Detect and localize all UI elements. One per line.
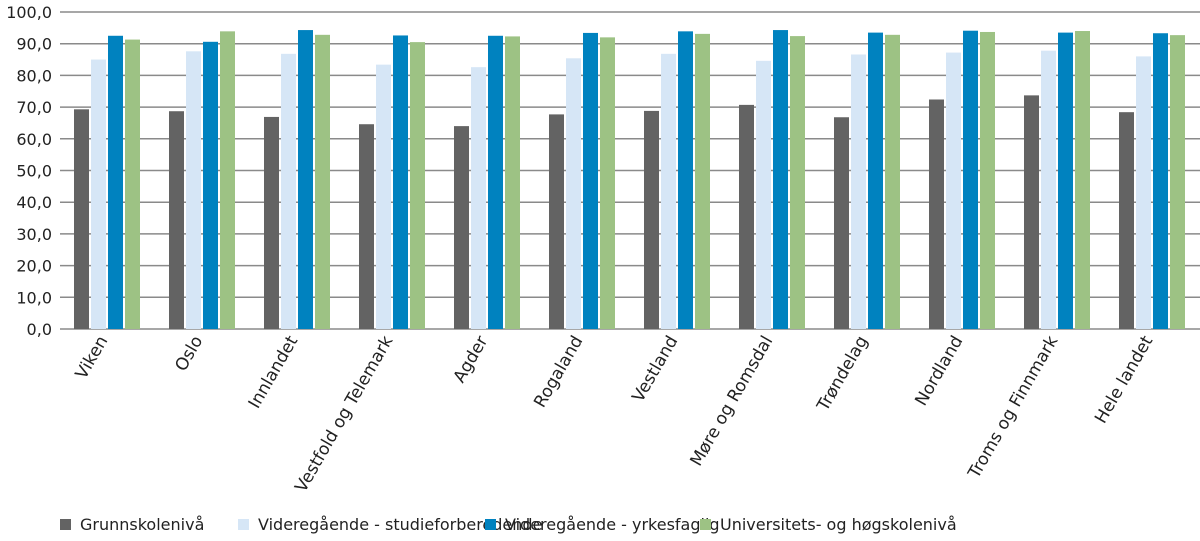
y-tick-label: 80,0	[16, 66, 52, 85]
y-tick-label: 30,0	[16, 225, 52, 244]
y-tick-label: 20,0	[16, 257, 52, 276]
bar	[739, 104, 754, 329]
legend-swatch	[485, 519, 496, 530]
x-tick-label: Hele landet	[1091, 332, 1157, 427]
bar	[1119, 112, 1134, 329]
bar	[505, 36, 520, 330]
bar	[566, 58, 581, 329]
legend-item: Videregående - yrkesfaglig	[485, 515, 720, 534]
bar	[298, 30, 313, 329]
x-tick-label: Trøndelag	[813, 333, 872, 416]
bar	[1136, 56, 1151, 329]
bar	[1041, 50, 1056, 329]
bar	[454, 126, 469, 330]
bar	[359, 124, 374, 329]
bar	[790, 36, 805, 329]
x-tick-label: Møre og Romsdal	[687, 333, 778, 470]
y-tick-label: 90,0	[16, 35, 52, 54]
legend-swatch	[700, 519, 711, 530]
bar	[1153, 33, 1168, 329]
bar	[583, 32, 598, 330]
legend-label: Grunnskolenivå	[80, 515, 204, 534]
bar	[169, 111, 184, 329]
legend-item: Videregående - studieforberedende	[238, 515, 542, 534]
bar	[600, 37, 615, 330]
y-tick-label: 0,0	[27, 320, 52, 339]
legend-item: Grunnskolenivå	[60, 515, 204, 534]
x-tick-label: Agder	[450, 333, 493, 387]
bar	[756, 60, 771, 330]
legend-swatch	[60, 519, 71, 530]
legend-item: Universitets- og høgskolenivå	[700, 515, 957, 534]
bar	[980, 31, 995, 329]
bar	[946, 52, 961, 330]
x-tick-label: Oslo	[171, 333, 207, 375]
bar	[393, 35, 408, 329]
bar	[834, 117, 849, 329]
bar	[264, 116, 279, 329]
y-tick-label: 70,0	[16, 98, 52, 117]
bar	[868, 32, 883, 329]
bar	[678, 31, 693, 329]
y-tick-label: 40,0	[16, 193, 52, 212]
x-tick-label: Rogaland	[530, 333, 587, 412]
bar	[410, 42, 425, 330]
bar	[376, 64, 391, 329]
bar	[281, 53, 296, 330]
y-tick-label: 100,0	[6, 3, 52, 22]
y-tick-label: 60,0	[16, 130, 52, 149]
bar	[125, 39, 140, 329]
x-tick-label: Troms og Finnmark	[964, 332, 1062, 482]
bar	[471, 67, 486, 330]
bar	[549, 114, 564, 330]
bar	[851, 54, 866, 330]
bar	[963, 30, 978, 329]
bar	[929, 99, 944, 329]
bar	[203, 41, 218, 329]
legend-label: Universitets- og høgskolenivå	[720, 515, 957, 534]
bar	[108, 35, 123, 330]
x-tick-label: Vestland	[629, 333, 683, 406]
bar	[74, 109, 89, 329]
bar	[315, 34, 330, 329]
x-tick-label: Innlandet	[245, 332, 303, 412]
y-tick-label: 50,0	[16, 162, 52, 181]
x-tick-label: Vestfold og Telemark	[291, 332, 397, 496]
y-tick-label: 10,0	[16, 288, 52, 307]
bar	[1024, 95, 1039, 329]
legend-label: Videregående - yrkesfaglig	[505, 515, 720, 534]
bar	[91, 59, 106, 330]
bar	[186, 51, 201, 330]
bar	[695, 33, 710, 330]
bar	[661, 53, 676, 330]
legend-swatch	[238, 519, 249, 530]
bar	[644, 110, 659, 330]
bar	[773, 30, 788, 329]
bar	[488, 35, 503, 330]
bar	[220, 31, 235, 329]
bar	[1170, 35, 1185, 330]
bar	[1058, 32, 1073, 329]
bar	[885, 34, 900, 329]
legend-label: Videregående - studieforberedende	[258, 515, 542, 534]
x-tick-label: Nordland	[911, 333, 967, 410]
x-tick-label: Viken	[72, 333, 113, 383]
bar	[1075, 31, 1090, 330]
